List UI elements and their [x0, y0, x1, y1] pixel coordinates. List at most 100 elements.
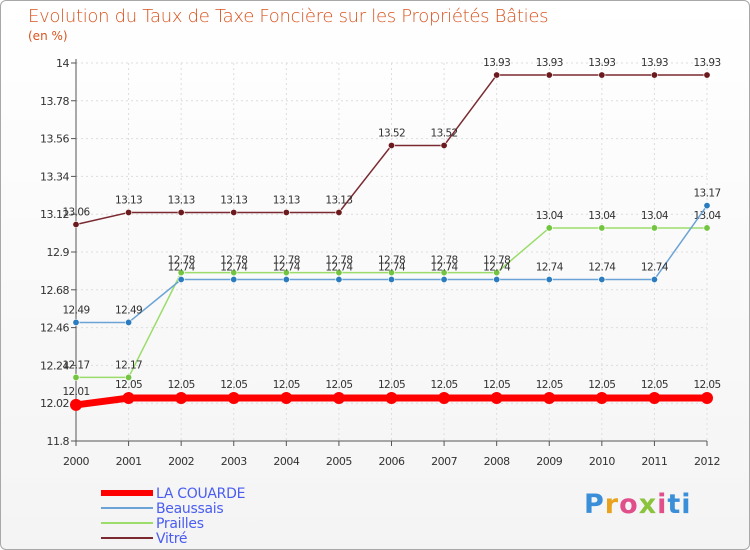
x-tick-label: 2012 [694, 455, 720, 468]
data-point [703, 71, 711, 79]
data-label: 12.05 [588, 379, 615, 391]
series-vitr-: 13.06 13.13 13.13 13.13 13.13 13.13 13.52 13.52… [62, 57, 721, 229]
data-point [493, 71, 501, 79]
data-label: 13.06 [62, 207, 90, 219]
data-point [440, 269, 448, 277]
x-tick-label: 2005 [326, 455, 352, 468]
logo-letter: o [619, 489, 639, 520]
data-label: 12.17 [62, 359, 89, 371]
data-point [701, 392, 713, 405]
data-label: 12.78 [378, 255, 405, 267]
data-point [650, 224, 658, 232]
data-label: 12.01 [62, 386, 89, 398]
data-label: 12.78 [325, 255, 352, 267]
data-point [227, 392, 240, 405]
y-tick-label: 13.34 [40, 170, 69, 183]
data-label: 13.93 [536, 57, 563, 69]
data-point [545, 224, 553, 232]
data-label: 13.93 [693, 57, 720, 69]
legend-label: Prailles [156, 516, 204, 532]
data-point [230, 269, 238, 277]
data-label: 13.04 [536, 210, 564, 222]
data-point [125, 318, 133, 326]
x-tick-label: 2001 [116, 455, 142, 468]
data-point [125, 373, 133, 381]
logo-letter: i [657, 489, 668, 520]
data-label: 12.49 [62, 304, 89, 316]
data-label: 13.52 [431, 127, 458, 139]
legend-label: LA COUARDE [156, 486, 245, 502]
data-point [440, 275, 448, 283]
y-tick-label: 12.24 [40, 359, 69, 372]
data-point [385, 392, 398, 405]
data-label: 12.05 [536, 379, 563, 391]
x-tick-label: 2004 [273, 455, 299, 468]
proxiti-logo: Proxiti [584, 489, 692, 520]
data-label: 13.13 [115, 194, 142, 206]
data-label: 12.05 [483, 379, 510, 391]
data-label: 12.74 [641, 261, 669, 273]
data-label: 12.78 [273, 255, 300, 267]
data-label: 13.93 [641, 57, 668, 69]
data-label: 12.78 [483, 255, 510, 267]
data-point [177, 269, 185, 277]
x-tick-label: 2000 [63, 455, 89, 468]
x-tick-label: 2003 [221, 455, 247, 468]
series-beaussais: 12.49 12.49 12.74 12.74 12.74 12.74 12.74 12.74… [62, 188, 721, 326]
data-point [177, 208, 185, 216]
y-tick-label: 14 [56, 57, 69, 70]
x-tick-label: 2006 [379, 455, 405, 468]
logo-letter: x [638, 489, 658, 520]
x-tick-label: 2009 [536, 455, 562, 468]
data-label: 13.04 [641, 210, 669, 222]
legend-label: Beaussais [156, 501, 223, 517]
y-tick-label: 11.8 [47, 435, 70, 448]
data-point [490, 392, 503, 405]
data-label: 12.78 [220, 255, 247, 267]
data-label: 12.74 [378, 261, 406, 273]
x-tick-label: 2007 [431, 455, 457, 468]
logo-letter: r [604, 489, 620, 520]
data-point [72, 318, 80, 326]
data-point [440, 141, 448, 149]
data-point [703, 202, 711, 210]
legend-label: Vitré [156, 531, 187, 547]
data-label: 12.74 [168, 261, 196, 273]
data-label: 12.49 [115, 304, 142, 316]
data-label: 13.04 [588, 210, 616, 222]
data-point [595, 392, 608, 405]
series-line [75, 227, 708, 379]
data-point [335, 208, 343, 216]
data-point [493, 269, 501, 277]
x-tick-label: 2008 [484, 455, 510, 468]
y-tick-label: 13.78 [40, 95, 69, 108]
data-point [598, 275, 606, 283]
data-label: 12.05 [115, 379, 142, 391]
data-point [387, 141, 395, 149]
data-label: 12.05 [641, 379, 668, 391]
data-label: 13.13 [325, 194, 352, 206]
y-tick-label: 12.68 [40, 284, 69, 297]
data-point [648, 392, 661, 405]
data-point [230, 208, 238, 216]
data-point [543, 392, 556, 405]
y-tick-label: 12.46 [40, 322, 69, 335]
data-label: 12.74 [431, 261, 459, 273]
series-layer: 13.06 13.13 13.13 13.13 13.13 13.13 13.52 13.52… [62, 57, 722, 411]
y-tick-label: 13.56 [40, 133, 69, 146]
data-point [493, 275, 501, 283]
data-point [387, 275, 395, 283]
data-point [70, 398, 82, 411]
chart-title: Evolution du Taux de Taxe Foncière sur l… [28, 6, 549, 27]
data-point [282, 275, 290, 283]
data-label: 13.13 [273, 194, 300, 206]
y-tick-label: 13.12 [40, 208, 69, 221]
data-point [175, 392, 188, 405]
data-label: 13.13 [168, 194, 195, 206]
data-point [125, 208, 133, 216]
data-point [122, 392, 135, 405]
data-label: 13.13 [220, 194, 247, 206]
data-point [332, 392, 345, 405]
data-point [598, 224, 606, 232]
